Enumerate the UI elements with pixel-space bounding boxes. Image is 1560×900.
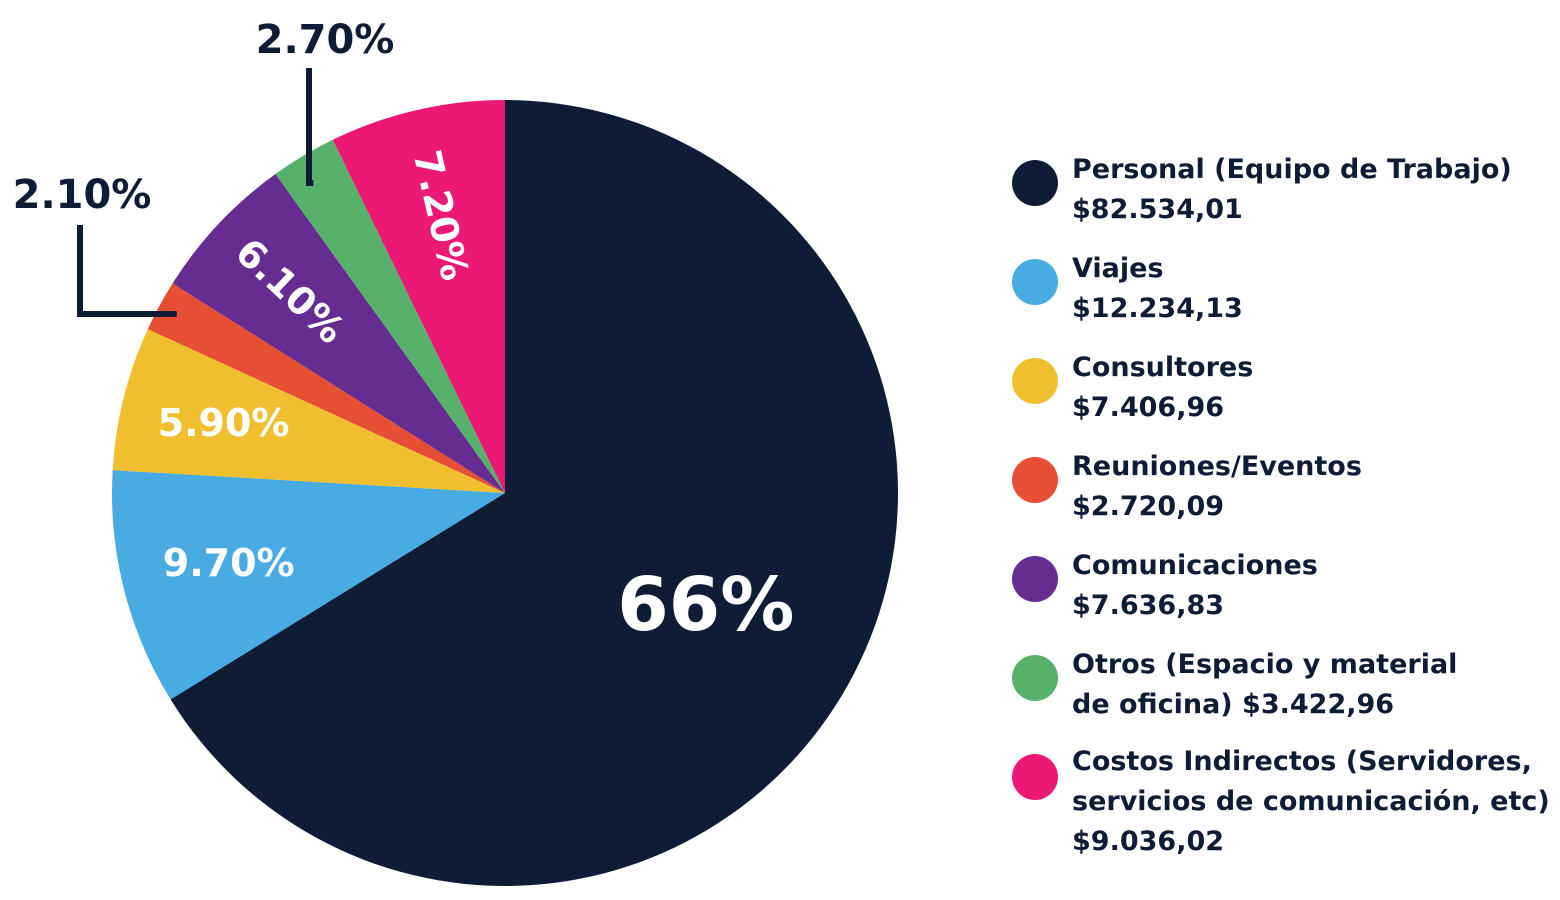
pie-slice-viajes — [111, 470, 505, 700]
pie-slice-comunicaciones — [172, 174, 505, 493]
legend-label-comunicaciones: Comunicaciones $7.636,83 — [1072, 550, 1318, 621]
legend-dot-comunicaciones — [1012, 556, 1058, 602]
legend-dot-personal — [1012, 160, 1058, 206]
legend-dot-consultores — [1012, 358, 1058, 404]
slice-label-personal: 66% — [617, 562, 794, 648]
pie-slice-costos-indirectos — [332, 100, 505, 493]
legend-label-reuniones: Reuniones/Eventos $2.720,09 — [1072, 451, 1362, 522]
pie-slice-reuniones — [147, 283, 505, 493]
pie-slice-personal — [170, 100, 898, 887]
legend-label-consultores: Consultores $7.406,96 — [1072, 352, 1254, 423]
callout-line-otros — [306, 68, 314, 186]
legend-dot-costos-indirectos — [1012, 754, 1058, 800]
legend-label-viajes: Viajes $12.234,13 — [1072, 253, 1243, 324]
slice-label-consultores: 5.90% — [158, 401, 290, 445]
legend-dot-viajes — [1012, 259, 1058, 305]
pie-slice-consultores — [112, 329, 505, 493]
pie-slice-otros — [275, 139, 505, 493]
legend-dot-reuniones — [1012, 457, 1058, 503]
legend-label-otros: Otros (Espacio y material de oficina) $3… — [1072, 649, 1458, 720]
callout-line-reuniones — [77, 225, 177, 317]
legend-label-costos-indirectos: Costos Indirectos (Servidores, servicios… — [1072, 746, 1550, 857]
pie-chart: 66%9.70%5.90%6.10%7.20%2.10%2.70% — [13, 17, 898, 887]
legend-label-personal: Personal (Equipo de Trabajo) $82.534,01 — [1072, 154, 1512, 225]
slice-label-otros: 2.70% — [256, 17, 395, 63]
legend-dot-otros — [1012, 655, 1058, 701]
slice-label-reuniones: 2.10% — [13, 172, 152, 218]
slice-label-viajes: 9.70% — [163, 541, 295, 585]
